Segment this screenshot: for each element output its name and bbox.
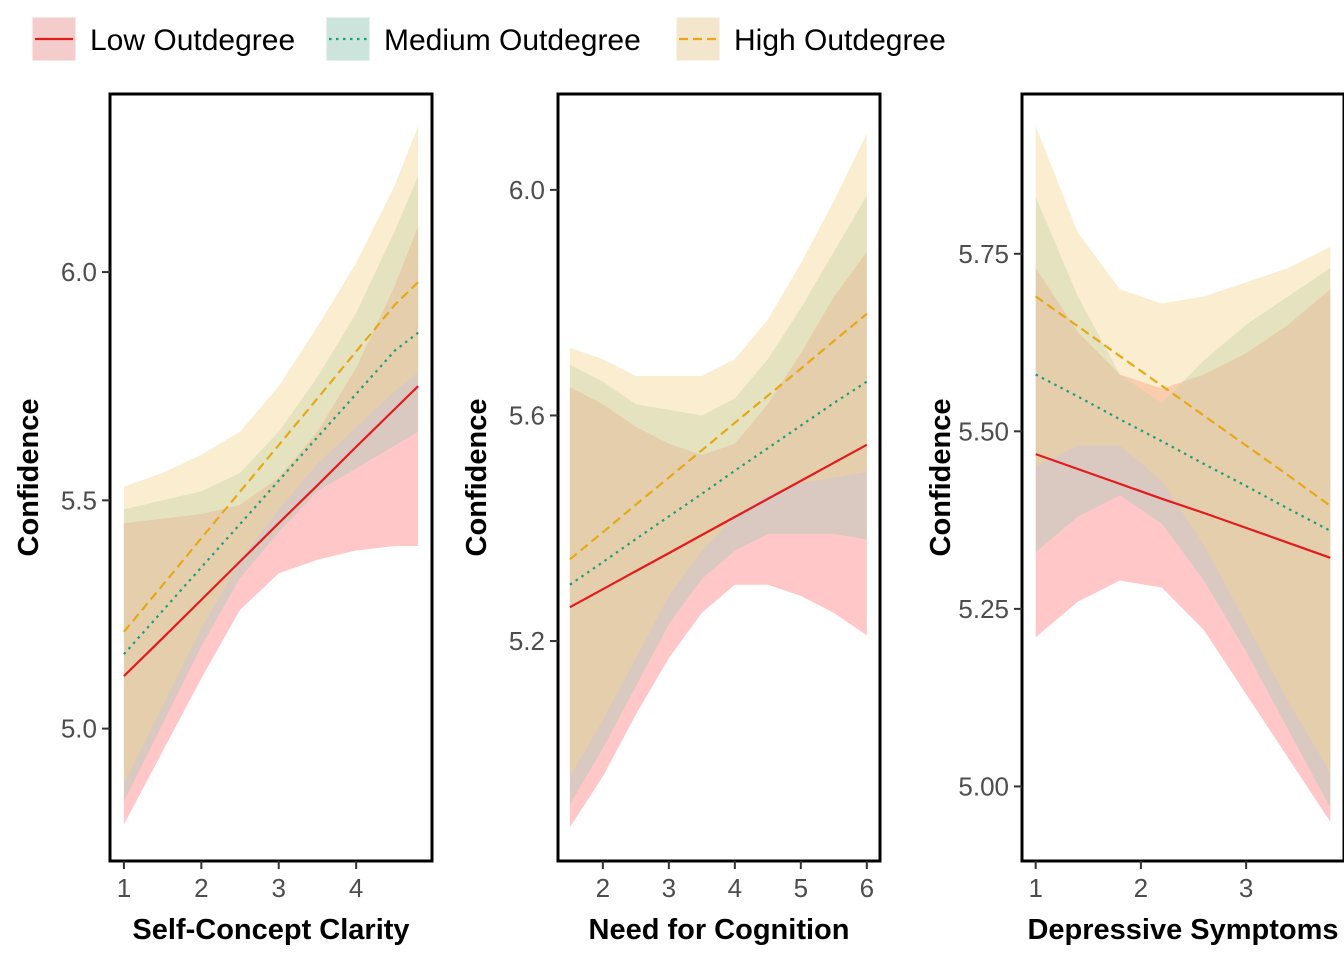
legend-item-1: Medium Outdegree bbox=[325, 16, 641, 62]
series-line-medium-outdegree bbox=[123, 331, 419, 655]
ci-band-medium-outdegree bbox=[1035, 197, 1331, 808]
ci-band-low-outdegree bbox=[569, 251, 867, 828]
x-tick-label: 1 bbox=[117, 873, 131, 903]
legend-label: Low Outdegree bbox=[90, 24, 295, 57]
legend-key-fill bbox=[325, 16, 371, 62]
series-line-high-outdegree bbox=[569, 313, 868, 561]
x-tick-label: 1 bbox=[1028, 873, 1042, 903]
chart-panels: 5.0 5.5 6.0 1 2 3 4 Self-Concept Clarity Confide… bbox=[13, 92, 1344, 946]
x-tick-label: 2 bbox=[194, 873, 208, 903]
series-line-low-outdegree bbox=[1035, 453, 1331, 559]
x-tick-label: 3 bbox=[1239, 873, 1253, 903]
ci-band-medium-outdegree bbox=[569, 195, 867, 805]
series-line-low-outdegree bbox=[569, 443, 868, 609]
y-tick-label: 6.0 bbox=[61, 257, 97, 287]
y-tick-label: 5.25 bbox=[958, 594, 1009, 624]
y-tick-label: 5.75 bbox=[958, 239, 1009, 269]
ci-band-high-outdegree bbox=[1035, 126, 1331, 773]
y-tick-label: 6.0 bbox=[509, 175, 545, 205]
y-tick-label: 5.5 bbox=[61, 485, 97, 515]
y-tick-label: 5.6 bbox=[509, 400, 545, 430]
ci-band-high-outdegree bbox=[569, 133, 867, 777]
x-axis-title: Self-Concept Clarity bbox=[132, 914, 409, 946]
x-tick-label: 5 bbox=[794, 873, 808, 903]
legend-label: Medium Outdegree bbox=[384, 24, 641, 57]
ci-band-low-outdegree bbox=[123, 226, 419, 825]
y-tick-label: 5.2 bbox=[509, 626, 545, 656]
x-tick-label: 3 bbox=[662, 873, 676, 903]
x-tick-label: 4 bbox=[728, 873, 742, 903]
legend-item-2: High Outdegree bbox=[675, 16, 946, 62]
plot-area bbox=[123, 126, 419, 825]
x-axis-title: Depressive Symptoms bbox=[1027, 914, 1338, 946]
panel-border bbox=[108, 92, 434, 863]
series-line-high-outdegree bbox=[1035, 295, 1331, 507]
legend-label: High Outdegree bbox=[734, 24, 946, 57]
legend: Low Outdegree Medium Outdegree High Outdeg… bbox=[31, 16, 946, 62]
legend-item-0: Low Outdegree bbox=[31, 16, 295, 62]
plot-area bbox=[569, 133, 868, 828]
x-tick-label: 6 bbox=[860, 873, 874, 903]
chart-panel-1: 5.0 5.5 6.0 1 2 3 4 Self-Concept Clarity Confide… bbox=[13, 92, 434, 946]
x-tick-label: 2 bbox=[596, 873, 610, 903]
chart-panel-3: 5.00 5.25 5.50 5.75 1 2 3 Depressive Symptoms Co… bbox=[925, 92, 1344, 946]
chart-panel-2: 5.2 5.6 6.0 2 3 4 5 6 Need for Cognition Confiden… bbox=[461, 92, 882, 946]
panel-border bbox=[556, 92, 882, 863]
x-tick-label: 3 bbox=[272, 873, 286, 903]
x-axis-title: Need for Cognition bbox=[589, 914, 850, 946]
series-line-low-outdegree bbox=[123, 385, 419, 677]
y-axis-title: Confidence bbox=[925, 399, 957, 557]
y-tick-label: 5.50 bbox=[958, 416, 1009, 446]
ci-band-medium-outdegree bbox=[123, 176, 419, 802]
y-axis-title: Confidence bbox=[13, 399, 45, 557]
panel-border bbox=[1020, 92, 1344, 863]
ci-band-low-outdegree bbox=[1035, 268, 1331, 822]
y-tick-label: 5.00 bbox=[958, 771, 1009, 801]
series-line-high-outdegree bbox=[123, 281, 419, 633]
y-axis-title: Confidence bbox=[461, 399, 493, 557]
y-tick-label: 5.0 bbox=[61, 714, 97, 744]
x-tick-label: 4 bbox=[349, 873, 363, 903]
plot-area bbox=[1035, 126, 1331, 822]
x-tick-label: 2 bbox=[1134, 873, 1148, 903]
